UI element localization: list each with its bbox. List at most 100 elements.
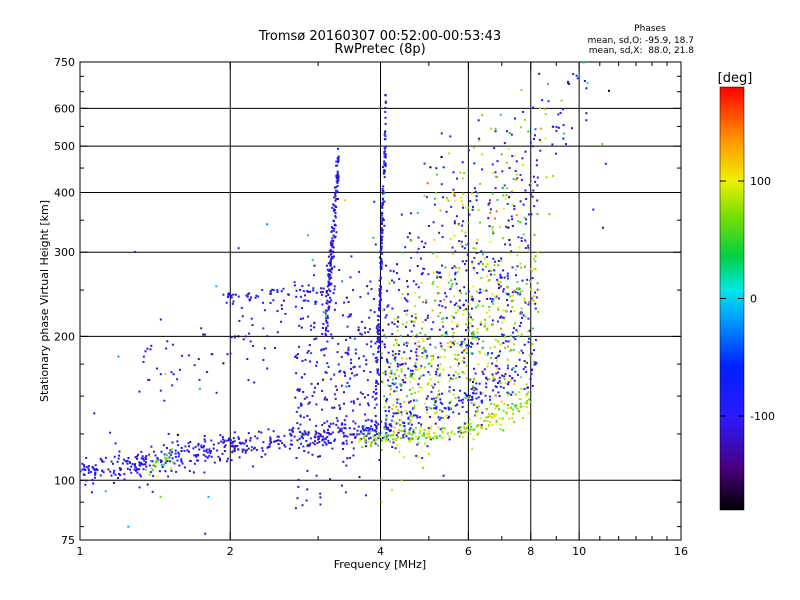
x-tick-label: 1 (77, 545, 84, 558)
echo-point (520, 333, 523, 336)
echo-point (426, 196, 428, 199)
echo-point (333, 204, 336, 207)
echo-point (466, 318, 469, 321)
echo-point (417, 340, 420, 343)
echo-point (395, 422, 398, 425)
colorbar-tick-label: 0 (750, 293, 757, 306)
echo-point (512, 327, 515, 330)
echo-point (447, 345, 450, 348)
echo-point (489, 199, 491, 202)
echo-point (315, 364, 318, 367)
echo-point (422, 466, 425, 469)
echo-point (322, 322, 325, 325)
echo-point (133, 464, 136, 467)
echo-point (134, 463, 136, 466)
echo-point (493, 269, 496, 272)
echo-point (464, 428, 467, 430)
echo-point (334, 224, 337, 227)
echo-point (221, 452, 224, 455)
echo-point (483, 420, 486, 422)
echo-point (544, 113, 547, 115)
echo-point (149, 348, 152, 351)
echo-point (391, 446, 394, 448)
echo-point (401, 379, 404, 381)
echo-point (485, 328, 488, 331)
echo-point (378, 279, 381, 282)
echo-point (329, 259, 332, 262)
echo-point (434, 299, 437, 302)
echo-point (441, 431, 444, 434)
echo-point (231, 450, 234, 453)
echo-point (504, 243, 507, 246)
echo-point (445, 414, 448, 417)
echo-point (497, 264, 500, 267)
echo-point (511, 203, 514, 206)
echo-point (222, 362, 225, 365)
echo-point (447, 199, 450, 202)
echo-point (321, 439, 324, 442)
echo-point (457, 364, 459, 367)
echo-point (266, 223, 269, 226)
echo-point (293, 284, 296, 287)
echo-point (381, 219, 384, 222)
echo-point (504, 373, 507, 376)
echo-point (448, 273, 451, 276)
echo-point (81, 468, 84, 471)
echo-point (299, 431, 302, 433)
echo-point (112, 472, 115, 475)
echo-point (337, 155, 340, 158)
echo-point (414, 305, 417, 308)
echo-point (412, 432, 415, 435)
echo-point (418, 296, 421, 299)
echo-point (469, 428, 472, 431)
echo-point (506, 274, 509, 277)
echo-point (409, 419, 412, 422)
echo-point (434, 400, 437, 403)
echo-point (167, 457, 170, 460)
echo-point (392, 378, 395, 381)
echo-point (396, 401, 399, 404)
echo-point (451, 327, 454, 330)
echo-point (503, 276, 506, 279)
echo-point (295, 457, 298, 459)
echo-point (359, 296, 362, 299)
echo-point (511, 306, 514, 309)
echo-point (357, 440, 360, 443)
echo-point (208, 454, 211, 457)
echo-point (547, 100, 550, 103)
echo-point (427, 363, 430, 365)
echo-point (491, 319, 494, 322)
echo-point (323, 431, 326, 434)
echo-point (383, 335, 386, 337)
echo-point (203, 449, 206, 452)
echo-point (508, 350, 511, 353)
echo-point (427, 273, 430, 276)
echo-point (524, 240, 526, 243)
echo-point (329, 478, 332, 481)
echo-point (145, 468, 147, 471)
echo-point (519, 221, 522, 224)
echo-point (362, 355, 365, 358)
echo-point (359, 332, 362, 335)
colorbar-label: [deg] (718, 71, 753, 86)
echo-point (242, 448, 245, 451)
echo-point (156, 367, 158, 370)
echo-point (485, 382, 488, 385)
echo-point (407, 437, 410, 440)
echo-point (378, 303, 381, 305)
echo-point (397, 320, 399, 323)
echo-point (514, 370, 517, 373)
echo-point (425, 299, 428, 302)
echo-point (502, 386, 505, 389)
echo-point (575, 74, 578, 77)
echo-point (368, 328, 371, 331)
echo-point (333, 393, 336, 396)
echo-point (380, 245, 383, 248)
echo-point (524, 315, 527, 318)
echo-point (246, 358, 249, 360)
echo-point (495, 419, 498, 422)
echo-point (486, 297, 489, 300)
echo-point (319, 492, 322, 495)
echo-point (496, 359, 499, 362)
echo-point (332, 422, 335, 425)
